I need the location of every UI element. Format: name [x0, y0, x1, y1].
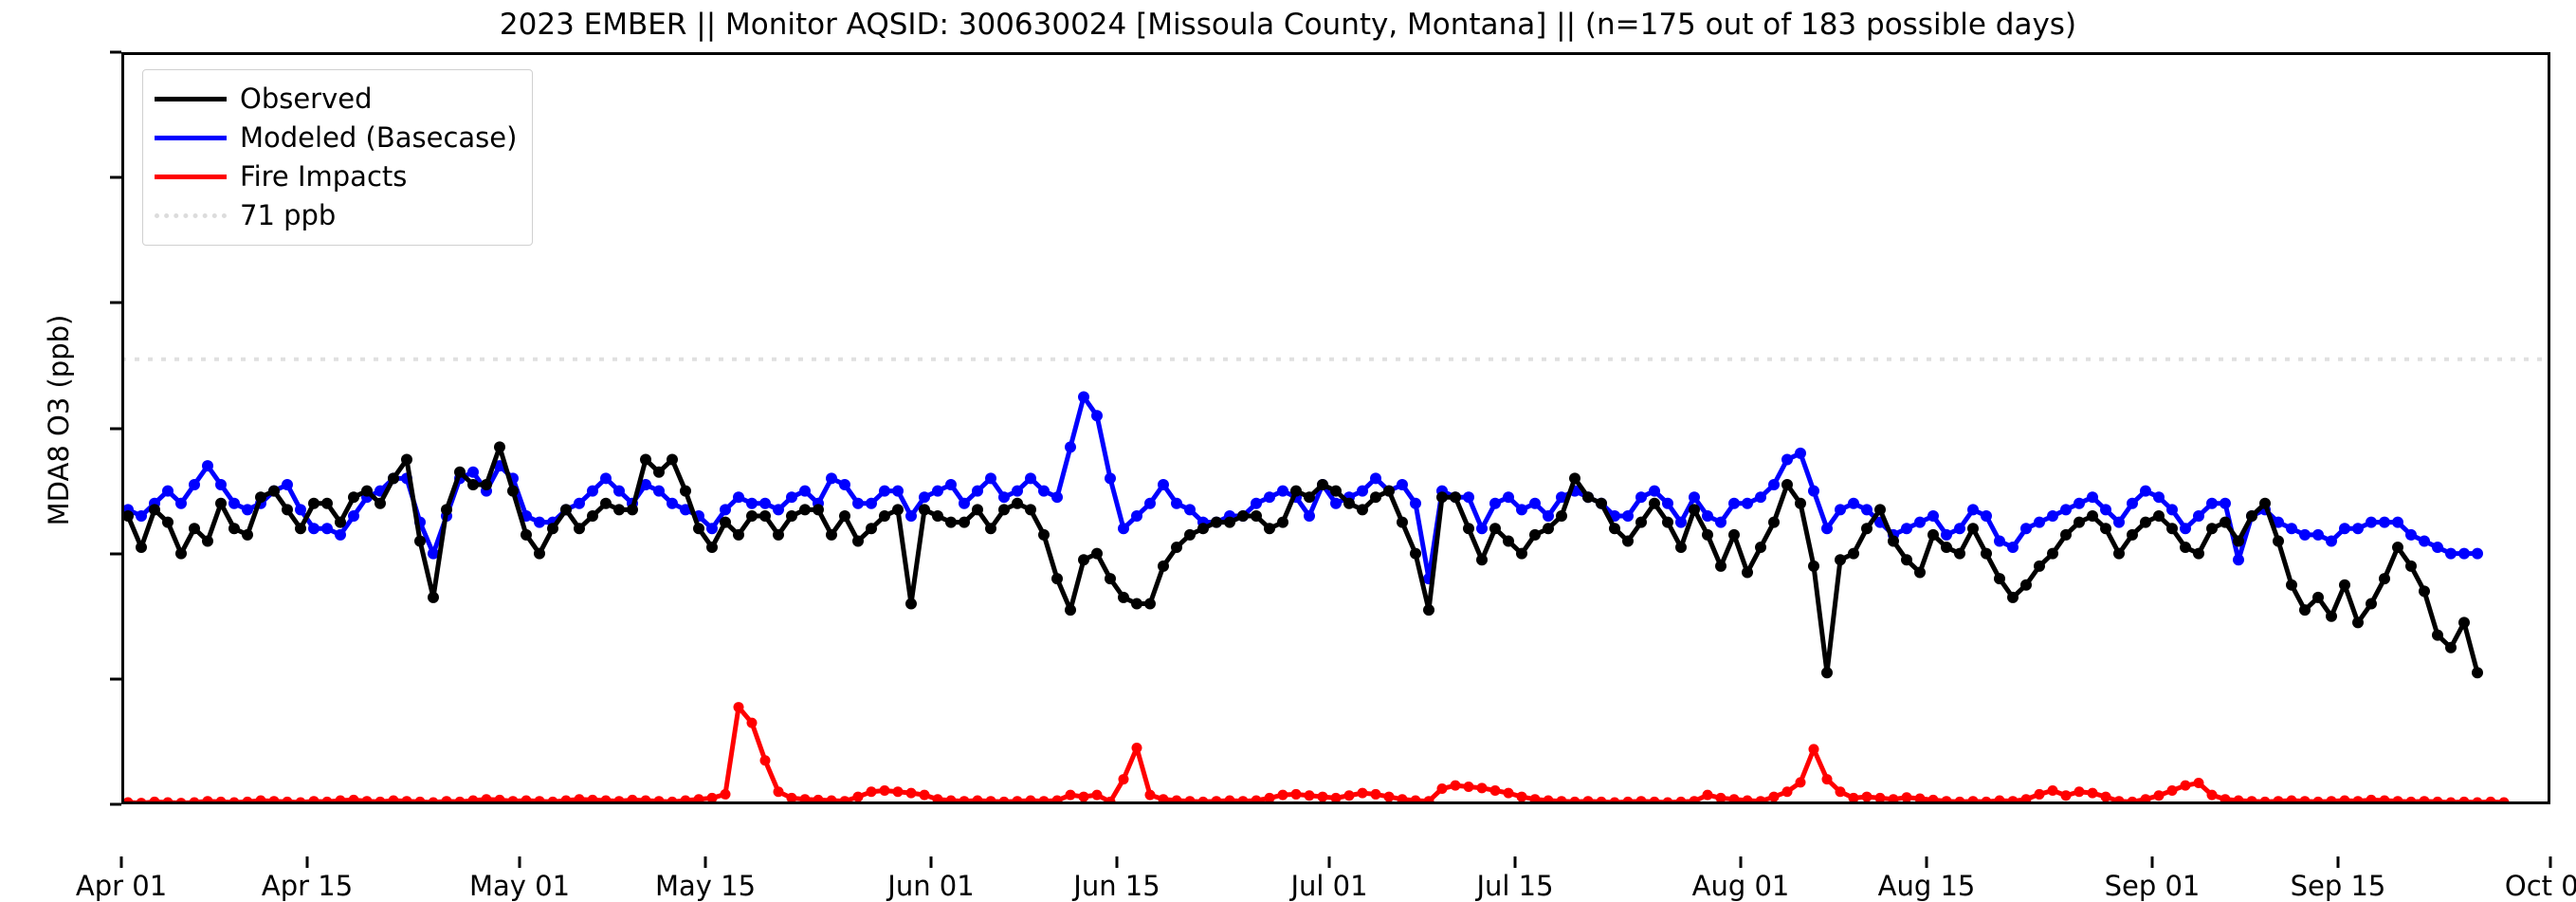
x-tick-label: Jun 01 — [887, 870, 975, 902]
chart-title: 2023 EMBER || Monitor AQSID: 300630024 [… — [499, 8, 2077, 42]
x-tick-mark — [518, 856, 521, 868]
legend-item-fire: Fire Impacts — [155, 157, 517, 196]
legend-swatch-threshold — [155, 213, 227, 218]
x-tick-mark — [119, 856, 123, 868]
legend-label-fire: Fire Impacts — [240, 160, 408, 193]
y-tick-mark — [110, 677, 121, 681]
x-tick-label: Sep 15 — [2290, 870, 2386, 902]
x-tick-label: Jul 15 — [1476, 870, 1554, 902]
x-tick-mark — [1115, 856, 1119, 868]
y-axis-label: MDA8 O3 (ppb) — [43, 314, 75, 526]
x-tick-mark — [1327, 856, 1331, 868]
y-tick-mark — [110, 301, 121, 304]
legend-item-modeled: Modeled (Basecase) — [155, 119, 517, 157]
x-tick-mark — [1925, 856, 1928, 868]
x-tick-label: Jul 01 — [1290, 870, 1368, 902]
legend-label-observed: Observed — [240, 83, 373, 115]
x-tick-label: Apr 15 — [261, 870, 354, 902]
y-tick-mark — [110, 50, 121, 54]
y-tick-mark — [110, 802, 121, 806]
legend-label-modeled: Modeled (Basecase) — [240, 121, 518, 154]
plot-border — [121, 52, 2550, 804]
x-tick-mark — [703, 856, 707, 868]
x-tick-label: Oct 01 — [2504, 870, 2576, 902]
legend-label-threshold: 71 ppb — [240, 199, 337, 231]
x-tick-mark — [1513, 856, 1517, 868]
legend-swatch-fire — [155, 175, 227, 179]
x-tick-mark — [1739, 856, 1743, 868]
x-tick-label: Jun 15 — [1073, 870, 1160, 902]
legend-item-observed: Observed — [155, 80, 517, 119]
chart-figure: 2023 EMBER || Monitor AQSID: 300630024 [… — [43, 8, 2576, 902]
x-tick-label: Aug 01 — [1691, 870, 1790, 902]
x-tick-label: May 15 — [654, 870, 757, 902]
x-tick-label: Sep 01 — [2104, 870, 2201, 902]
legend-swatch-modeled — [155, 136, 227, 140]
series-observed — [122, 441, 2483, 679]
legend-item-threshold: 71 ppb — [155, 196, 517, 235]
x-tick-label: Aug 15 — [1877, 870, 1976, 902]
x-tick-mark — [929, 856, 933, 868]
x-tick-label: Apr 01 — [75, 870, 168, 902]
x-tick-label: May 01 — [468, 870, 571, 902]
chart-canvas — [121, 357, 2550, 804]
x-tick-mark — [2150, 856, 2154, 868]
x-tick-mark — [305, 856, 309, 868]
y-tick-mark — [110, 427, 121, 430]
x-tick-mark — [2336, 856, 2340, 868]
legend-swatch-observed — [155, 97, 227, 101]
x-tick-mark — [2549, 856, 2552, 868]
y-tick-mark — [110, 552, 121, 556]
y-tick-mark — [110, 175, 121, 179]
chart-legend: Observed Modeled (Basecase) Fire Impacts… — [142, 69, 534, 246]
